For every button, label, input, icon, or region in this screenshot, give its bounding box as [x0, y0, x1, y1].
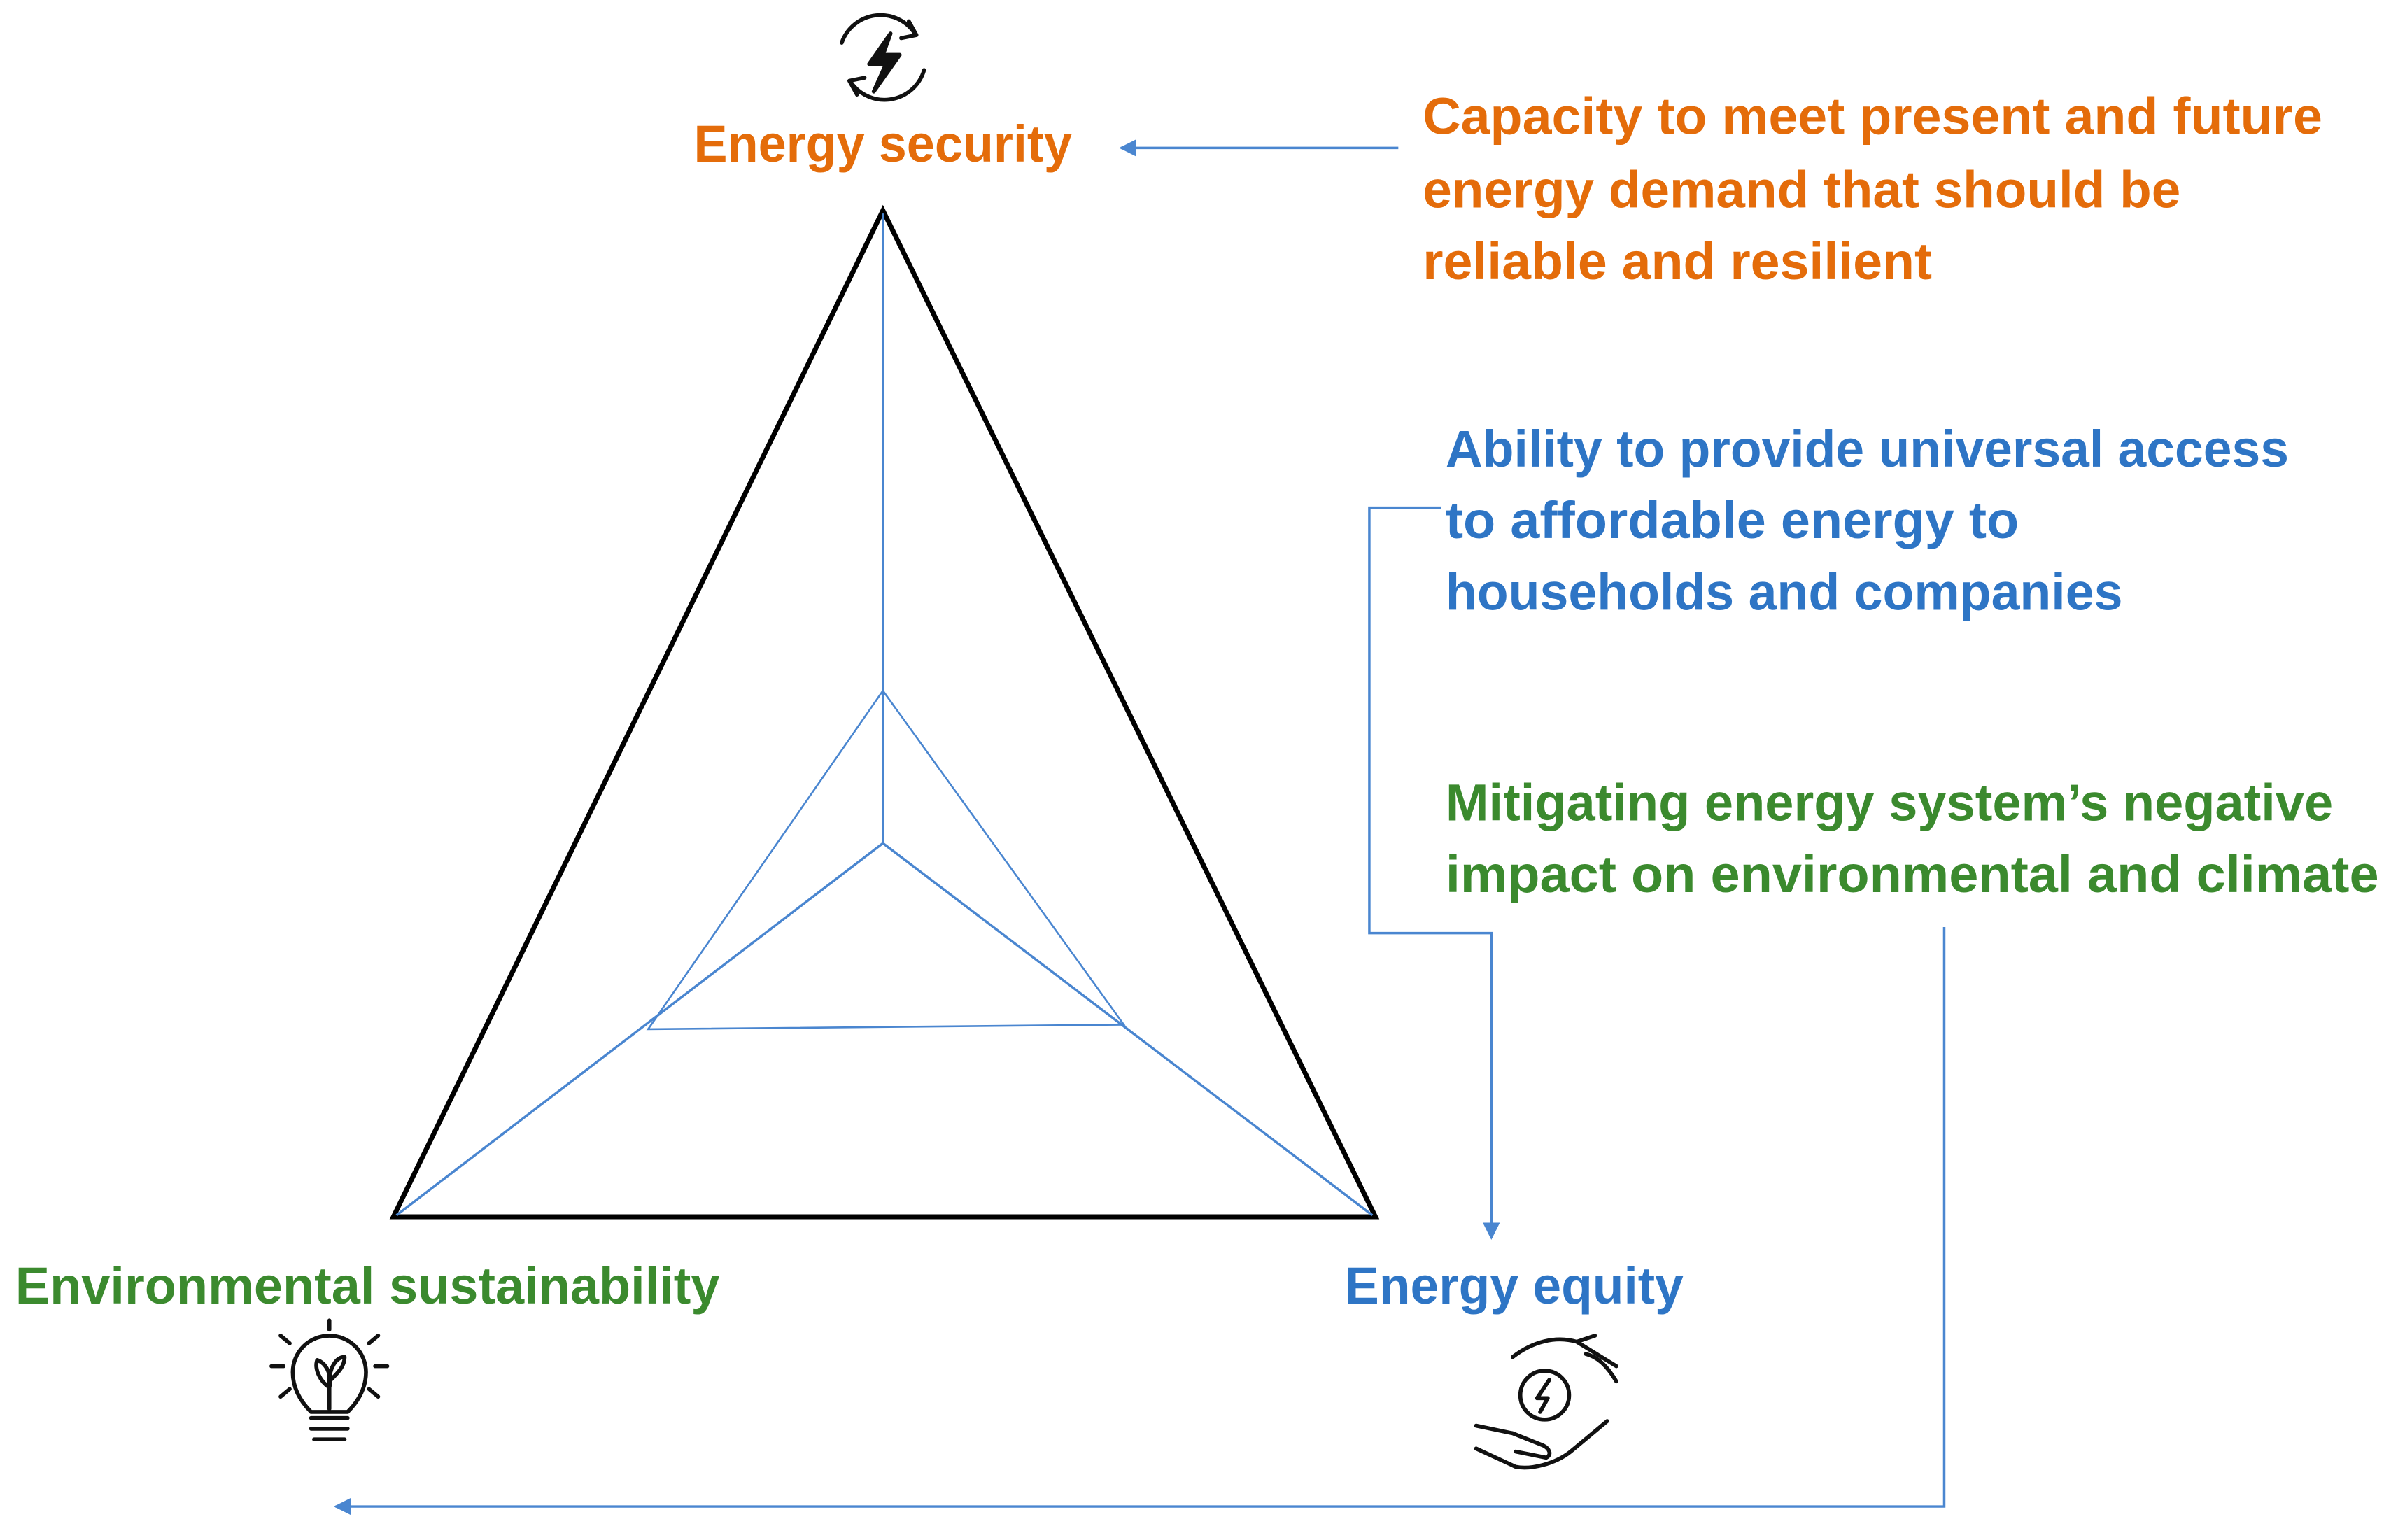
triangle [389, 204, 1380, 1220]
node-label: Energy equity [1345, 1257, 1684, 1315]
description-line: Ability to provide universal access [1446, 420, 2289, 478]
description-line: reliable and resilient [1423, 232, 1932, 290]
outer-triangle [389, 204, 1380, 1220]
description-line: households and companies [1446, 563, 2123, 621]
description-line: Capacity to meet present and future [1423, 87, 2322, 146]
description-line: energy demand that should be [1423, 160, 2180, 218]
node-label: Energy security [694, 115, 1072, 173]
energy-equity-icon [1474, 1334, 1618, 1470]
environmental-icon [269, 1318, 390, 1442]
description-line: impact on environmental and climate [1446, 845, 2379, 903]
connector-arrow [333, 926, 1946, 1516]
energy-security-icon [840, 13, 926, 102]
connector-arrow [1368, 506, 1500, 1240]
inner-triangle [646, 688, 1126, 1031]
description-line: to affordable energy to [1446, 491, 2019, 549]
node-label: Environmental sustainability [15, 1257, 720, 1315]
axis-line [882, 842, 1374, 1217]
description-line: Mitigating energy system’s negative [1446, 773, 2333, 831]
axis-line [395, 842, 884, 1217]
